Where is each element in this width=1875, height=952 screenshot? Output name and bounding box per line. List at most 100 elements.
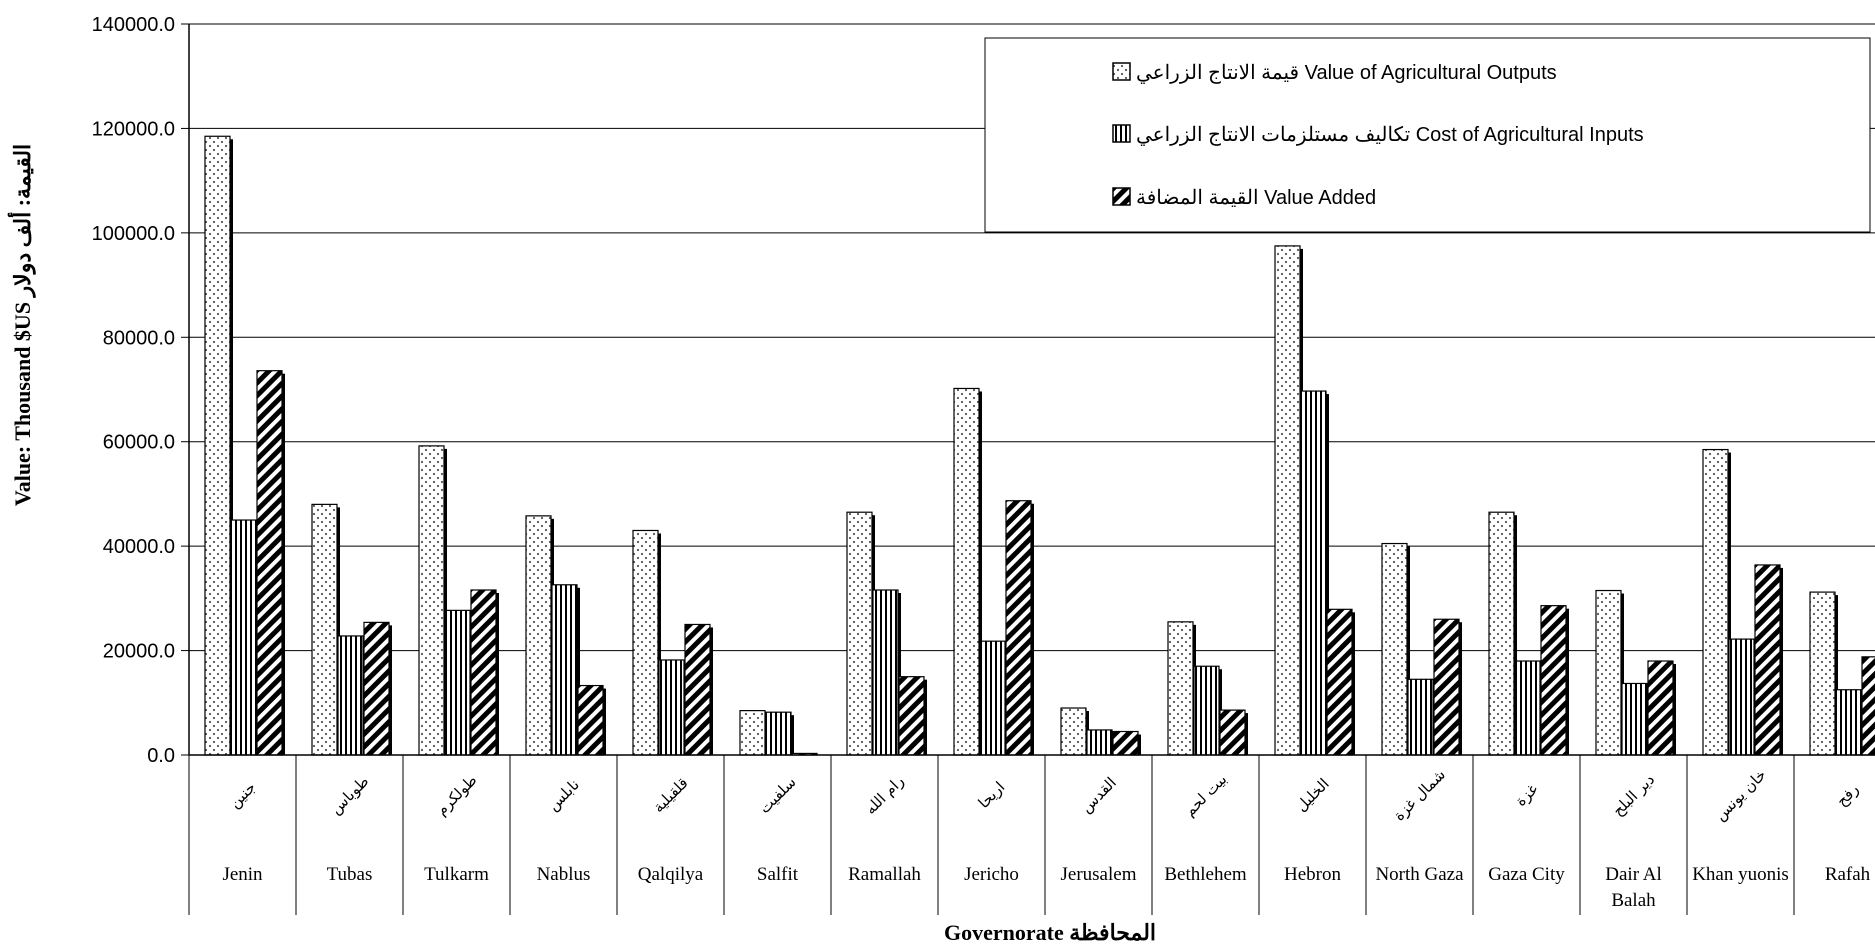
legend-swatch	[1112, 187, 1131, 206]
category-label: Ramallah	[848, 864, 921, 885]
bar	[337, 635, 364, 756]
bar	[1702, 448, 1729, 756]
category-label: Jericho	[964, 864, 1019, 885]
category-label: Jerusalem	[1061, 864, 1137, 885]
bar	[953, 387, 980, 756]
bar	[418, 445, 445, 756]
category-label-ar: رفح	[1833, 780, 1863, 810]
bar	[1381, 542, 1408, 756]
category-label-ar: طوباس	[327, 772, 373, 818]
bar	[1300, 390, 1327, 756]
category-label-ar: خان يونس	[1711, 766, 1770, 825]
bar	[1621, 682, 1648, 756]
category-label: Gaza City	[1488, 864, 1565, 885]
bar	[684, 623, 711, 756]
bar	[363, 621, 390, 756]
bar	[470, 589, 497, 756]
legend-label: القيمة المضافة Value Added	[1136, 187, 1376, 209]
y-tick-label: 20000.0	[103, 641, 175, 663]
category-label: North Gaza	[1375, 864, 1464, 885]
legend-swatch	[1112, 62, 1131, 81]
bar	[1835, 689, 1862, 756]
bar	[1407, 678, 1434, 756]
bar	[1647, 660, 1674, 756]
category-label: Jenin	[222, 864, 263, 885]
bar	[1167, 621, 1194, 756]
bar	[658, 659, 685, 756]
category-label: Tulkarm	[424, 864, 489, 885]
bar	[1488, 511, 1515, 756]
bar	[1433, 618, 1460, 756]
bar	[1809, 591, 1836, 756]
category-label: Hebron	[1284, 864, 1341, 885]
bar	[1005, 500, 1032, 756]
bar	[872, 589, 899, 756]
category-label-ar: سلفيت	[755, 773, 799, 817]
bar	[1728, 638, 1755, 756]
legend-box	[984, 37, 1871, 233]
category-label-ar: اريحا	[975, 778, 1009, 812]
category-label: Salfit	[757, 864, 799, 885]
category-label-ar: نابلس	[544, 776, 583, 815]
category-label: Dair Al	[1605, 864, 1661, 885]
category-label-ar: جنين	[226, 778, 260, 812]
bar	[1754, 564, 1781, 756]
bar	[765, 711, 792, 756]
x-axis-categories: جنين Jenin طوباس Tubas طولكرم Tulkarm نابلس Nab…	[188, 755, 1871, 915]
category-label: Balah	[1611, 890, 1656, 911]
y-tick-label: 100000.0	[92, 223, 175, 245]
bar	[1514, 660, 1541, 756]
bar	[256, 370, 283, 756]
bar	[204, 135, 231, 756]
bar	[1861, 656, 1875, 756]
bar	[1274, 245, 1301, 756]
y-axis-ticks: 0.0 20000.0 40000.0 60000.0 80000.0 100000.0 1…	[92, 14, 189, 767]
y-tick-label: 120000.0	[92, 118, 175, 140]
category-label: Tubas	[327, 864, 373, 885]
bar	[1219, 709, 1246, 756]
category-label: Nablus	[537, 864, 591, 885]
category-label-ar: القدس	[1077, 774, 1120, 817]
category-label-ar: شمال غزة	[1390, 765, 1449, 824]
category-label-ar: رام الله	[861, 772, 907, 818]
y-tick-label: 80000.0	[103, 327, 175, 349]
bar	[577, 684, 604, 756]
bar	[1086, 729, 1113, 756]
bar	[1326, 608, 1353, 756]
category-label: Rafah	[1825, 864, 1871, 885]
axes	[188, 24, 1875, 756]
category-label-ar: قلقيلية	[649, 774, 691, 816]
bar	[551, 584, 578, 756]
legend: قيمة الانتاج الزراعي Value of Agricultur…	[984, 37, 1871, 233]
bar	[311, 503, 338, 756]
category-label-ar: الخليل	[1292, 775, 1333, 816]
bar	[898, 676, 925, 756]
bar	[1595, 589, 1622, 756]
category-label: Khan yuonis	[1692, 864, 1789, 885]
legend-label: تكاليف مستلزمات الانتاج الزراعي Cost of …	[1136, 124, 1644, 146]
bar	[1540, 605, 1567, 756]
y-axis-title: Value: Thousand $US القيمة: ألف دولار	[7, 144, 36, 506]
category-label-ar: بيت لحم	[1181, 770, 1231, 820]
bar	[1193, 665, 1220, 756]
y-tick-label: 0.0	[147, 745, 175, 767]
bar	[1112, 730, 1139, 756]
category-label-ar: طولكرم	[432, 771, 480, 819]
bar	[632, 529, 659, 756]
category-label-ar: دير البلح	[1609, 770, 1658, 819]
legend-label: قيمة الانتاج الزراعي Value of Agricultur…	[1136, 62, 1557, 84]
bar	[1060, 707, 1087, 756]
category-label-ar: غزة	[1512, 780, 1542, 810]
legend-swatch	[1112, 124, 1131, 143]
category-label: Qalqilya	[638, 864, 704, 885]
bars	[204, 135, 1875, 756]
y-tick-label: 40000.0	[103, 536, 175, 558]
bar	[525, 515, 552, 756]
category-label: Bethlehem	[1164, 864, 1247, 885]
y-tick-label: 140000.0	[92, 14, 175, 36]
y-tick-label: 60000.0	[103, 432, 175, 454]
bar	[979, 640, 1006, 756]
x-axis-title: Governorate المحافظة	[944, 920, 1156, 945]
bar	[739, 710, 766, 756]
